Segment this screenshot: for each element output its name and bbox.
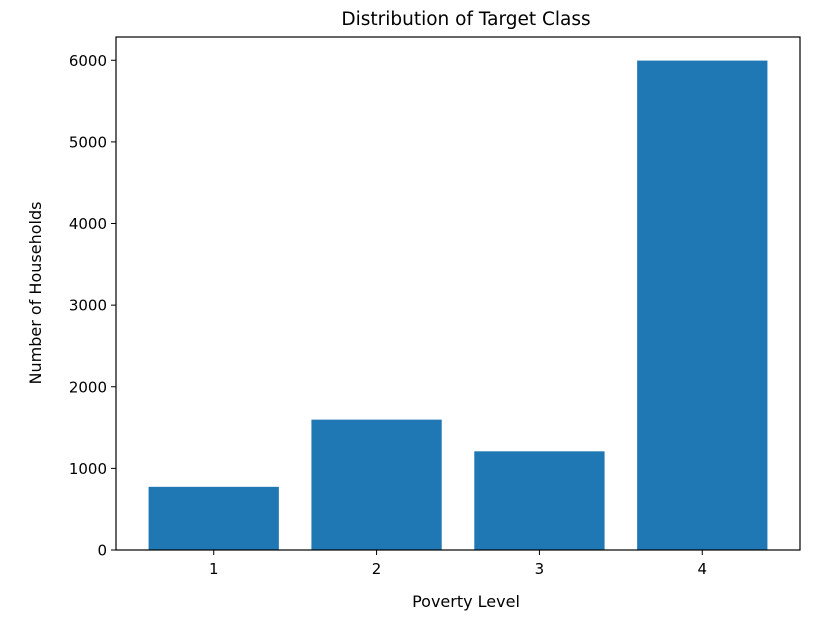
bar-4 [637, 60, 768, 550]
y-tick-label: 6000 [69, 52, 107, 70]
x-axis: 1 2 3 4 [209, 550, 707, 578]
x-tick-label: 1 [209, 560, 219, 578]
x-axis-title: Poverty Level [412, 592, 520, 611]
x-tick-label: 2 [372, 560, 382, 578]
bar-3 [474, 451, 605, 550]
y-axis: 0 1000 2000 3000 4000 5000 6000 [69, 52, 116, 560]
bars-layer [148, 60, 768, 550]
y-tick-label: 4000 [69, 215, 107, 233]
y-axis-title: Number of Households [26, 202, 45, 385]
bar-1 [148, 486, 279, 550]
chart-title: Distribution of Target Class [341, 9, 590, 30]
y-tick-label: 2000 [69, 378, 107, 396]
y-tick-label: 5000 [69, 133, 107, 151]
x-tick-label: 4 [698, 560, 708, 578]
y-tick-label: 0 [97, 542, 107, 560]
bar-2 [311, 419, 442, 550]
plot-frame [115, 36, 801, 551]
x-tick-label: 3 [535, 560, 545, 578]
y-tick-label: 3000 [69, 297, 107, 315]
y-tick-label: 1000 [69, 460, 107, 478]
